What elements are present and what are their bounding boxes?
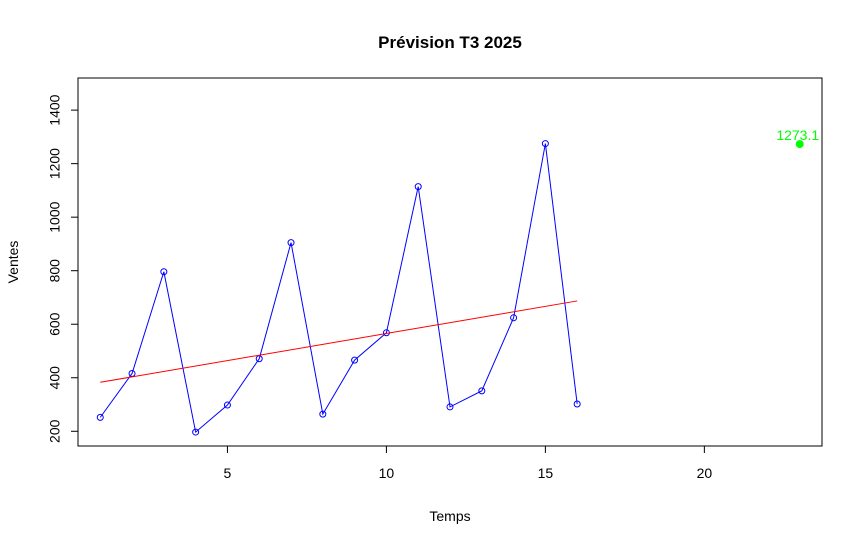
sales-point — [446, 403, 454, 411]
plot-frame — [77, 77, 823, 447]
x-tick-label: 5 — [224, 465, 232, 481]
sales-point — [96, 413, 104, 421]
y-axis-label: Ventes — [5, 241, 21, 284]
chart-title: Prévision T3 2025 — [378, 33, 522, 52]
y-tick-label: 200 — [47, 419, 63, 443]
x-tick-label: 15 — [538, 465, 554, 481]
y-tick-label: 800 — [47, 259, 63, 283]
y-tick-label: 1400 — [47, 94, 63, 125]
sales-point — [223, 401, 231, 409]
x-tick-label: 10 — [379, 465, 395, 481]
sales-point — [319, 410, 327, 418]
sales-point — [510, 314, 518, 322]
y-axis: 200 400 600 800 1000 1200 1400 — [47, 94, 79, 443]
y-tick-label: 1200 — [47, 148, 63, 179]
sales-point — [414, 183, 422, 191]
forecast-point — [795, 140, 804, 149]
sales-point — [192, 428, 200, 436]
y-tick-label: 400 — [47, 366, 63, 390]
forecast-label: 1273.1 — [776, 127, 819, 143]
series-layer: 1273.1 — [96, 127, 819, 436]
sales-point — [478, 387, 486, 395]
x-axis-label: Temps — [429, 508, 470, 524]
sales-line — [99, 143, 578, 434]
sales-point — [351, 356, 359, 364]
sales-point — [541, 140, 549, 148]
y-tick-label: 1000 — [47, 201, 63, 232]
x-tick-label: 20 — [697, 465, 713, 481]
sales-point — [573, 400, 581, 408]
x-axis: 5 10 15 20 — [224, 445, 713, 481]
y-tick-label: 600 — [47, 312, 63, 336]
sales-point — [160, 268, 168, 276]
trend-line — [100, 300, 578, 383]
sales-point — [287, 239, 295, 247]
sales-point — [255, 355, 263, 363]
